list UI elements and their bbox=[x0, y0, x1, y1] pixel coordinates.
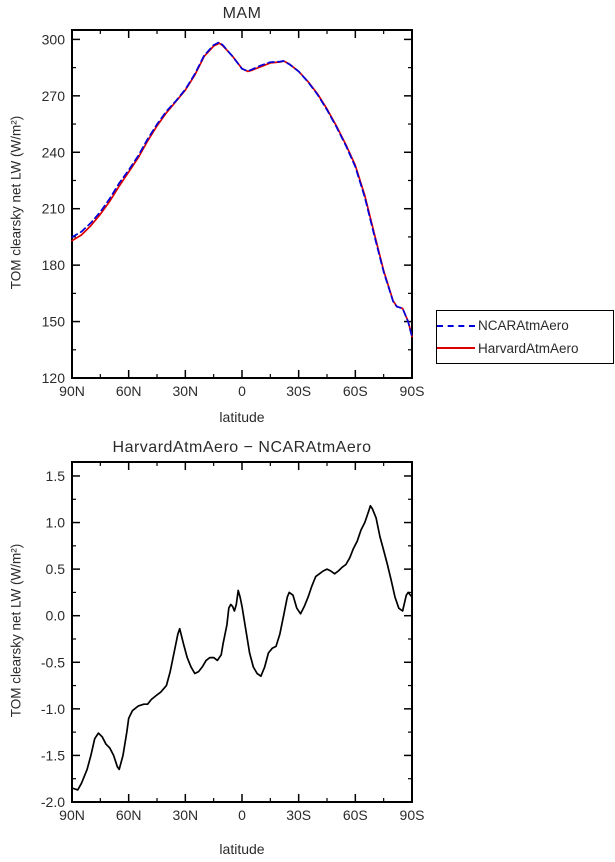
svg-text:90S: 90S bbox=[400, 383, 425, 399]
svg-text:30S: 30S bbox=[286, 383, 311, 399]
legend-label-ncar: NCARAtmAero bbox=[478, 318, 569, 334]
svg-text:240: 240 bbox=[42, 144, 66, 160]
legend: NCARAtmAero HarvardAtmAero bbox=[436, 310, 614, 364]
svg-text:-1.5: -1.5 bbox=[41, 747, 65, 763]
difference-line-plot: 90N 60N 30N 0 30S 60S 90S -2.0 -1.5 -1.0 -0.5 0.0 0.… bbox=[41, 461, 425, 823]
svg-text:270: 270 bbox=[42, 88, 66, 104]
svg-text:120: 120 bbox=[42, 370, 66, 386]
svg-text:60N: 60N bbox=[116, 383, 142, 399]
svg-text:1.0: 1.0 bbox=[46, 515, 66, 531]
svg-text:150: 150 bbox=[42, 314, 66, 330]
top-chart-title: MAM bbox=[222, 5, 262, 22]
bottom-chart-title: HarvardAtmAero − NCARAtmAero bbox=[112, 439, 372, 456]
svg-text:0.5: 0.5 bbox=[46, 561, 66, 577]
svg-text:60S: 60S bbox=[343, 807, 368, 823]
svg-text:90N: 90N bbox=[59, 383, 85, 399]
svg-text:-0.5: -0.5 bbox=[41, 654, 65, 670]
svg-text:0: 0 bbox=[238, 807, 246, 823]
svg-text:30N: 30N bbox=[172, 807, 198, 823]
harvard-solid-line-sample bbox=[437, 347, 475, 350]
svg-text:90N: 90N bbox=[59, 807, 85, 823]
bottom-y-axis-label: TOM clearsky net LW (W/m²) bbox=[8, 543, 24, 718]
svg-text:0.0: 0.0 bbox=[46, 608, 66, 624]
ncar-dashed-line-sample bbox=[437, 324, 475, 327]
svg-text:30S: 30S bbox=[286, 807, 311, 823]
top-y-axis-label: TOM clearsky net LW (W/m²) bbox=[8, 115, 24, 290]
svg-text:30N: 30N bbox=[172, 383, 198, 399]
legend-label-harvard: HarvardAtmAero bbox=[478, 340, 579, 356]
svg-text:-2.0: -2.0 bbox=[41, 794, 65, 810]
svg-text:180: 180 bbox=[42, 257, 66, 273]
svg-text:90S: 90S bbox=[400, 807, 425, 823]
svg-text:210: 210 bbox=[42, 201, 66, 217]
legend-item-harvardatmaero: HarvardAtmAero bbox=[437, 341, 613, 356]
svg-text:60S: 60S bbox=[343, 383, 368, 399]
svg-text:300: 300 bbox=[42, 31, 66, 47]
bottom-x-axis-label: latitude bbox=[219, 841, 265, 857]
svg-text:60N: 60N bbox=[116, 807, 142, 823]
mam-line-plot: 90N 60N 30N 0 30S 60S 90S 120 150 180 210 240 270 300 bbox=[42, 29, 425, 399]
svg-text:1.5: 1.5 bbox=[46, 468, 66, 484]
svg-text:0: 0 bbox=[238, 383, 246, 399]
svg-text:-1.0: -1.0 bbox=[41, 701, 65, 717]
legend-item-ncaratmaero: NCARAtmAero bbox=[437, 318, 613, 333]
top-x-axis-label: latitude bbox=[219, 409, 265, 425]
